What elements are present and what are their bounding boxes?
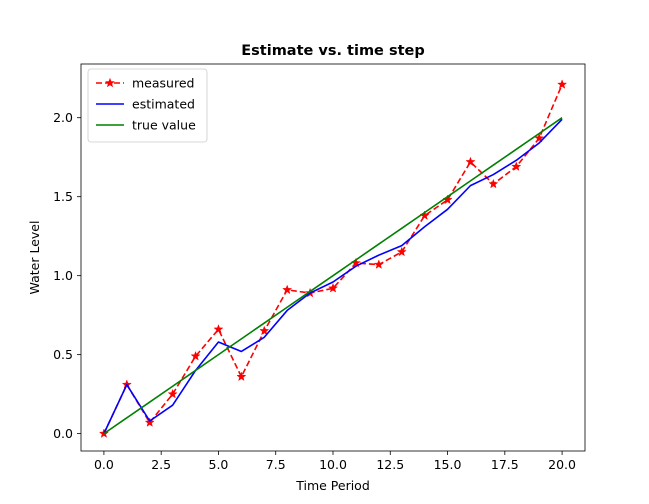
data-point-measured (167, 388, 178, 399)
data-point-measured (534, 132, 545, 143)
x-axis-label: Time Period (295, 478, 370, 493)
data-point-measured (282, 284, 293, 295)
x-tick-label: 10.0 (319, 457, 347, 472)
x-tick-label: 17.5 (491, 457, 519, 472)
x-tick-label: 5.0 (209, 457, 229, 472)
data-point-measured (396, 246, 407, 257)
x-tick-label: 15.0 (434, 457, 462, 472)
data-point-measured (465, 156, 476, 167)
y-tick-label: 0.0 (53, 426, 73, 441)
chart-title: Estimate vs. time step (241, 43, 424, 59)
y-tick-label: 1.0 (53, 268, 73, 283)
x-tick-label: 0.0 (94, 457, 114, 472)
data-point-measured (557, 79, 568, 89)
legend: measured estimated true value (87, 68, 208, 143)
data-point-measured (144, 417, 155, 427)
y-axis-label: Water Level (27, 221, 42, 295)
data-point-measured (511, 161, 522, 171)
legend-label-measured: measured (132, 76, 194, 91)
series-layer (98, 79, 568, 438)
legend-label-estimated: estimated (132, 97, 195, 112)
data-point-measured (213, 324, 224, 334)
data-point-measured (259, 325, 270, 336)
y-tick-label: 1.5 (53, 189, 73, 204)
series-line-true-value (103, 117, 563, 435)
data-point-measured (327, 282, 339, 293)
legend-marker-measured (104, 77, 116, 88)
y-tick-label: 0.5 (53, 347, 73, 362)
legend-label-true-value: true value (132, 118, 196, 133)
x-tick-label: 2.5 (151, 457, 171, 472)
data-point-measured (373, 259, 384, 269)
data-point-measured (190, 350, 201, 361)
x-axis: 0.0 2.5 5.0 7.5 10.0 12.5 15.0 17.5 20.0 (94, 451, 576, 472)
x-tick-label: 7.5 (266, 457, 286, 472)
data-point-measured (488, 178, 499, 189)
y-axis: 0.0 0.5 1.0 1.5 2.0 (53, 110, 81, 441)
data-point-measured (236, 371, 247, 382)
series-line-estimated (103, 118, 563, 434)
x-tick-label: 20.0 (548, 457, 576, 472)
y-tick-label: 2.0 (53, 110, 73, 125)
legend-box (87, 68, 208, 143)
x-tick-label: 12.5 (376, 457, 404, 472)
